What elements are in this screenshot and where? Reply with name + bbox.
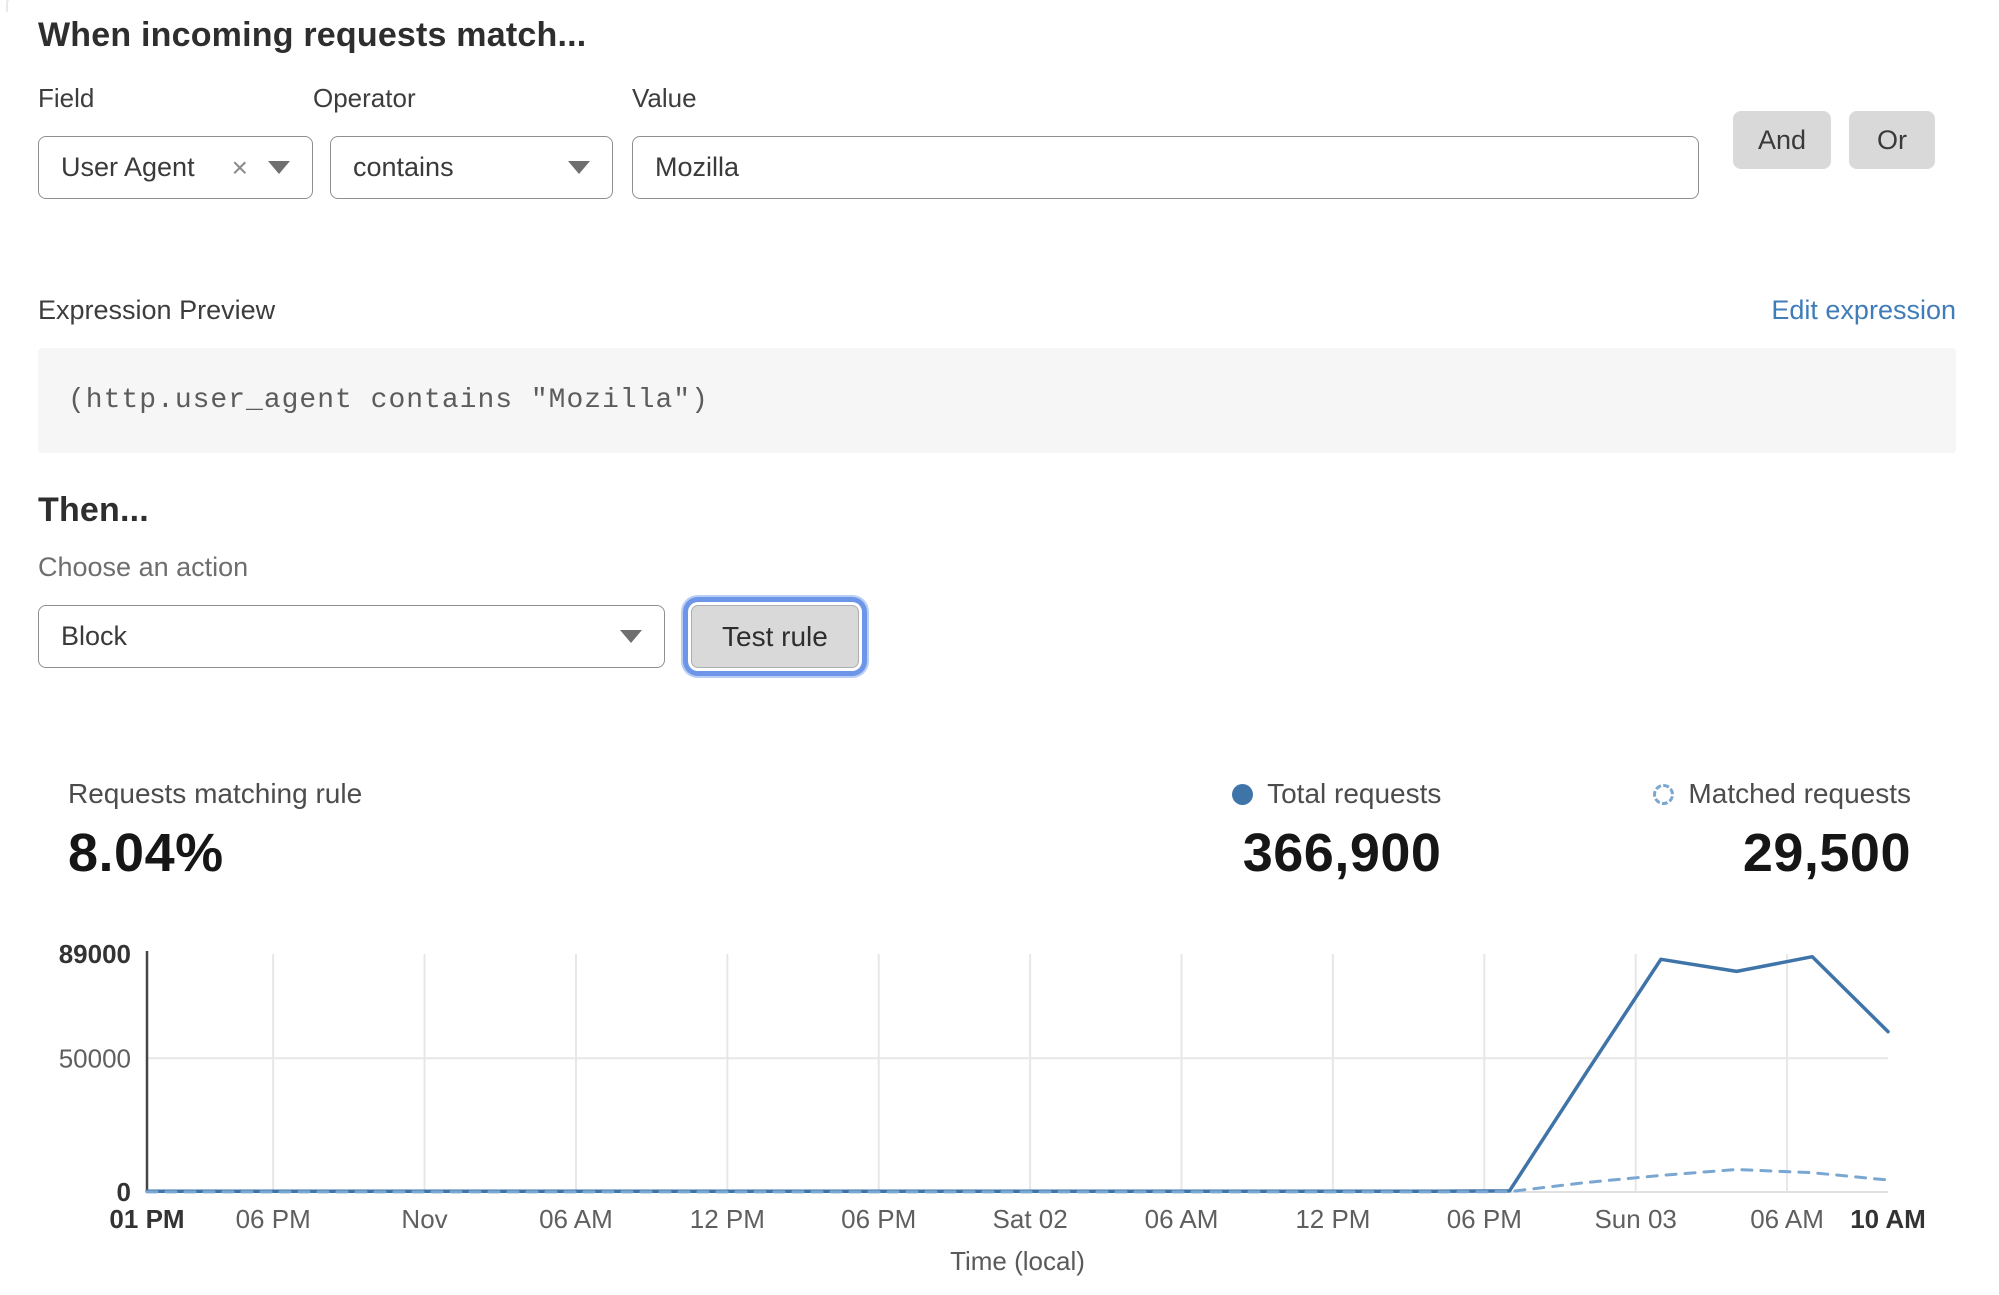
stat-matching: Requests matching rule 8.04% [68,778,1232,884]
x-tick-label: 12 PM [1295,1204,1370,1234]
requests-chart: 0 50000 89000 01 PM 06 PM Nov 06 AM 12 PM 06 PM S… [0,910,1999,1290]
operator-select[interactable]: contains [330,136,613,199]
operator-group: Operator contains [313,83,613,199]
or-button[interactable]: Or [1849,111,1935,169]
chevron-down-icon [268,161,290,174]
x-tick-label: 06 PM [1447,1204,1522,1234]
value-group: Value [632,83,1699,199]
field-select-value: User Agent [61,152,195,182]
action-section: Then... Choose an action Block Test rule [0,491,1999,668]
action-select[interactable]: Block [38,605,665,668]
value-label: Value [632,83,697,113]
stat-matched: Matched requests 29,500 [1653,778,1911,884]
operator-select-value: contains [353,152,454,182]
edit-expression-link[interactable]: Edit expression [1771,295,1956,325]
match-section: When incoming requests match... Field Us… [0,0,1999,199]
chevron-down-icon [620,630,642,643]
matched-requests-legend-circle-icon [1653,783,1675,805]
chevron-down-icon [568,161,590,174]
stat-total: Total requests 366,900 [1232,778,1441,884]
stat-matching-label: Requests matching rule [68,778,363,809]
x-tick-label: 06 AM [539,1204,613,1234]
expression-section: Expression Preview Edit expression (http… [0,295,1999,453]
operator-label: Operator [313,83,416,113]
x-tick-label: 06 AM [1750,1204,1824,1234]
x-tick-label: Sat 02 [993,1204,1068,1234]
expression-preview-label: Expression Preview [38,295,276,325]
then-heading: Then... [38,491,149,529]
y-tick-label: 0 [117,1177,131,1207]
expression-code: (http.user_agent contains "Mozilla") [68,385,709,416]
panel-corner [6,0,22,12]
stats-row: Requests matching rule 8.04% Total reque… [0,778,1999,884]
expression-code-block: (http.user_agent contains "Mozilla") [38,348,1956,453]
stat-matched-value: 29,500 [1742,823,1911,883]
field-group: Field User Agent × [38,83,313,199]
stat-total-label: Total requests [1267,778,1442,809]
x-tick-label: 12 PM [690,1204,765,1234]
y-tick-label: 50000 [59,1043,131,1073]
total-requests-legend-dot-icon [1232,783,1254,805]
series-line-solid [145,954,1890,1193]
clear-field-icon[interactable]: × [231,151,248,183]
field-select[interactable]: User Agent × [38,136,313,199]
x-tick-label: Sun 03 [1594,1204,1676,1234]
rule-fields-row: Field User Agent × Operator contains Val… [38,83,1935,199]
x-tick-label: 10 AM [1850,1204,1926,1234]
x-tick-label: 06 AM [1145,1204,1219,1234]
stat-matching-value: 8.04% [68,823,224,883]
field-label: Field [38,83,95,113]
stat-total-value: 366,900 [1242,823,1442,883]
choose-action-label: Choose an action [38,552,249,582]
series-line-dashed [145,1168,1890,1194]
match-heading: When incoming requests match... [38,16,587,54]
value-input[interactable] [632,136,1699,199]
x-tick-label: 06 PM [841,1204,916,1234]
action-select-value: Block [61,621,128,651]
y-tick-label: 89000 [59,939,131,969]
and-button[interactable]: And [1733,111,1831,169]
x-tick-label: 06 PM [236,1204,311,1234]
stat-matched-label: Matched requests [1688,778,1911,809]
x-axis-title: Time (local) [950,1246,1085,1276]
test-rule-button[interactable]: Test rule [691,605,859,668]
x-tick-label: Nov [401,1204,447,1234]
x-tick-label: 01 PM [109,1204,184,1234]
line-chart: 0 50000 89000 01 PM 06 PM Nov 06 AM 12 PM 06 PM S… [59,939,1926,1276]
